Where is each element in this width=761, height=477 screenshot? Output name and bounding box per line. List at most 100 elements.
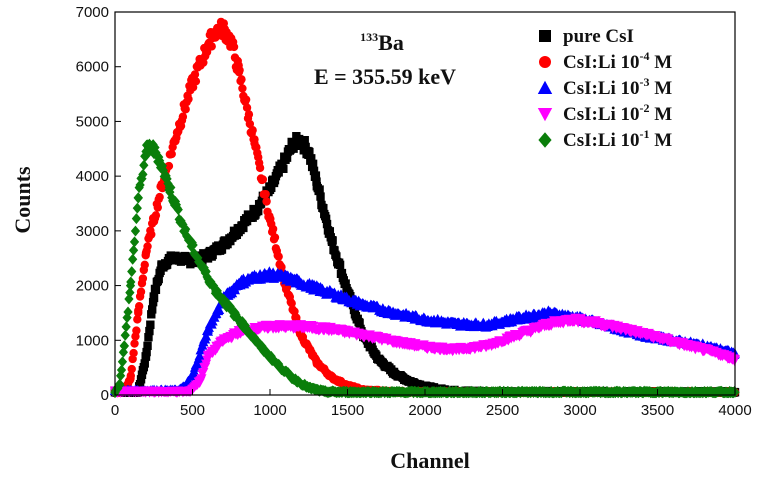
data-point: [388, 307, 400, 318]
data-point: [481, 319, 493, 330]
data-point: [621, 325, 632, 335]
data-point: [219, 24, 228, 33]
data-point: [312, 177, 321, 186]
data-point: [184, 387, 195, 397]
data-point: [326, 325, 338, 335]
legend-marker: [539, 30, 551, 42]
data-point: [180, 225, 190, 237]
data-point: [115, 378, 125, 390]
y-tick-label: 3000: [76, 223, 109, 240]
data-point: [157, 182, 166, 192]
data-point: [188, 78, 197, 88]
data-point: [450, 318, 462, 329]
x-tick-label: 500: [180, 402, 205, 419]
series-markers: [109, 313, 740, 398]
data-point: [146, 140, 156, 152]
x-tick-label: 1000: [253, 402, 286, 419]
data-point: [543, 307, 555, 318]
data-point: [296, 330, 306, 340]
data-point: [304, 382, 314, 394]
data-point: [202, 352, 214, 362]
data-point: [233, 277, 245, 288]
x-tick-label: 4000: [718, 402, 751, 419]
data-point: [195, 377, 206, 387]
isotope-mass: 133: [360, 30, 378, 44]
x-tick-label: 2500: [486, 402, 519, 419]
data-point: [119, 340, 129, 352]
legend-marker: [539, 56, 551, 68]
data-point: [203, 40, 213, 50]
y-tick-label: 7000: [76, 4, 109, 21]
data-point: [280, 272, 291, 282]
data-point: [234, 67, 244, 77]
axis-ticks: 0 500 1000 1500 2000 2500 3000 3500 4000 0 1000 200…: [76, 4, 752, 419]
isotope-annotation: 133Ba: [360, 30, 404, 55]
data-point: [126, 374, 135, 383]
data-point: [141, 352, 151, 361]
x-tick-label: 2000: [408, 402, 441, 419]
y-tick-label: 2000: [76, 278, 109, 295]
data-point: [389, 368, 399, 378]
data-point: [327, 237, 337, 246]
data-point: [242, 323, 252, 335]
data-point: [326, 288, 338, 298]
data-point: [203, 251, 213, 260]
legend-label: CsI:Li 10-2 M: [563, 101, 672, 125]
y-tick-label: 6000: [76, 59, 109, 76]
data-point: [296, 136, 306, 145]
data-point: [157, 262, 166, 271]
data-point: [153, 151, 164, 163]
data-point: [149, 292, 158, 301]
data-point: [250, 139, 259, 148]
data-point: [295, 277, 307, 288]
data-point: [202, 324, 214, 334]
data-point: [234, 223, 244, 233]
data-point: [357, 299, 369, 309]
data-point: [257, 343, 267, 354]
x-tick-label: 3500: [641, 402, 674, 419]
legend-marker: [537, 80, 553, 94]
data-point: [312, 357, 321, 367]
data-point: [264, 269, 276, 279]
legend-label: pure CsI: [563, 26, 634, 47]
data-point: [195, 258, 205, 270]
data-point: [134, 308, 143, 318]
y-tick-label: 1000: [76, 332, 109, 349]
data-point: [172, 254, 182, 263]
data-point: [219, 240, 228, 249]
x-tick-label: 0: [111, 402, 119, 419]
data-point: [133, 192, 143, 204]
data-point: [304, 147, 313, 156]
data-point: [265, 215, 275, 225]
y-tick-label: 0: [101, 387, 109, 404]
legend-label: CsI:Li 10-3 M: [563, 75, 672, 99]
x-tick-label: 3000: [563, 402, 596, 419]
energy-annotation: E = 355.59 keV: [314, 64, 456, 89]
isotope-symbol: Ba: [378, 30, 404, 55]
data-point: [211, 26, 220, 36]
y-axis-title: Counts: [10, 166, 35, 234]
data-point: [567, 315, 578, 325]
legend-marker: [537, 108, 553, 122]
data-point: [288, 373, 298, 385]
data-point: [327, 373, 337, 382]
data-point: [249, 272, 260, 282]
data-point: [512, 330, 524, 340]
data-point: [388, 337, 400, 347]
data-point: [165, 255, 174, 264]
data-point: [141, 146, 151, 157]
data-point: [264, 322, 276, 332]
data-point: [590, 318, 601, 328]
legend-label: CsI:Li 10-1 M: [563, 127, 672, 151]
data-point: [652, 333, 663, 343]
data-point: [295, 322, 307, 332]
data-point: [419, 314, 431, 324]
data-point: [450, 345, 462, 355]
data-point: [281, 155, 290, 164]
x-axis-title: Channel: [390, 448, 469, 473]
legend-marker: [538, 132, 552, 148]
data-point: [357, 330, 369, 340]
data-point: [374, 355, 383, 364]
